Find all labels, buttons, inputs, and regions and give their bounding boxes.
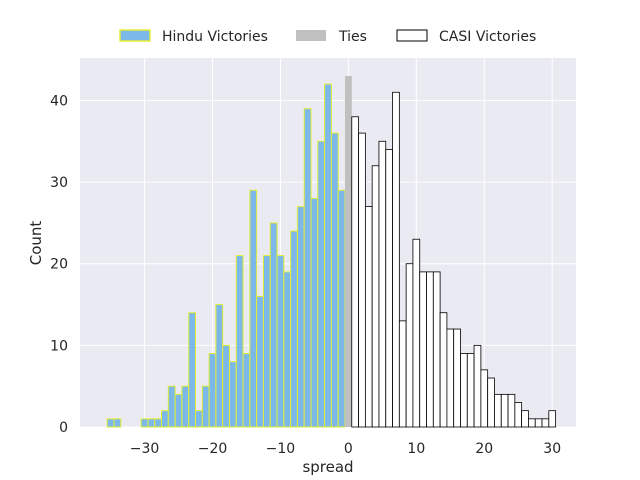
bar-hindu-victories bbox=[330, 132, 339, 428]
x-tick-label: −20 bbox=[198, 441, 228, 457]
bar-casi-victories bbox=[453, 328, 461, 428]
bar-hindu-victories bbox=[167, 385, 176, 428]
bar-hindu-victories bbox=[181, 385, 190, 428]
legend-label-ties: Ties bbox=[338, 29, 367, 45]
y-tick-label: 30 bbox=[50, 175, 68, 191]
bar-casi-victories bbox=[398, 320, 407, 428]
bar-hindu-victories bbox=[140, 418, 149, 428]
bar-hindu-victories bbox=[242, 353, 251, 428]
bars bbox=[106, 75, 557, 428]
bar-casi-victories bbox=[412, 238, 421, 428]
legend-swatch-ties bbox=[296, 30, 326, 41]
bar-hindu-victories bbox=[262, 255, 271, 428]
legend-label-hindu-victories: Hindu Victories bbox=[162, 29, 268, 45]
bar-casi-victories bbox=[351, 116, 359, 428]
bar-casi-victories bbox=[480, 369, 489, 428]
x-tick-label: 10 bbox=[407, 441, 425, 457]
bar-hindu-victories bbox=[174, 393, 183, 428]
legend-item-hindu-victories: Hindu Victories bbox=[119, 29, 268, 45]
legend-item-casi-victories: CASI Victories bbox=[396, 29, 536, 45]
legend-label-casi-victories: CASI Victories bbox=[439, 29, 536, 45]
bar-hindu-victories bbox=[228, 361, 237, 428]
bar-casi-victories bbox=[426, 271, 434, 428]
bar-casi-victories bbox=[378, 140, 387, 428]
y-tick-label: 10 bbox=[50, 338, 68, 354]
bar-hindu-victories bbox=[283, 271, 292, 428]
y-tick-label: 20 bbox=[50, 257, 68, 273]
bar-hindu-victories bbox=[208, 353, 217, 428]
bar-casi-victories bbox=[460, 353, 468, 428]
x-tick-label: −30 bbox=[130, 441, 160, 457]
bar-casi-victories bbox=[439, 312, 448, 428]
y-axis-label: Count bbox=[27, 221, 45, 266]
bar-hindu-victories bbox=[154, 418, 163, 428]
bar-casi-victories bbox=[405, 263, 414, 428]
bar-casi-victories bbox=[432, 271, 441, 428]
bar-casi-victories bbox=[528, 418, 536, 428]
x-tick-label: 20 bbox=[475, 441, 493, 457]
x-tick-label: 30 bbox=[543, 441, 561, 457]
bar-hindu-victories bbox=[215, 304, 224, 428]
bar-ties bbox=[344, 75, 352, 427]
bar-hindu-victories bbox=[337, 189, 346, 428]
bar-hindu-victories bbox=[222, 344, 230, 428]
bar-hindu-victories bbox=[147, 418, 156, 428]
bar-casi-victories bbox=[419, 271, 427, 428]
legend: Hindu Victories Ties CASI Victories bbox=[119, 29, 536, 45]
bar-hindu-victories bbox=[324, 83, 332, 428]
legend-swatch-casi-victories bbox=[396, 29, 428, 42]
bar-casi-victories bbox=[392, 91, 400, 428]
bar-hindu-victories bbox=[303, 108, 312, 428]
y-tick-label: 0 bbox=[59, 420, 68, 436]
y-tick-labels: 0 10 20 30 40 bbox=[50, 93, 68, 436]
bar-casi-victories bbox=[500, 393, 509, 428]
bar-casi-victories bbox=[494, 393, 502, 428]
bar-casi-victories bbox=[466, 353, 475, 428]
bar-hindu-victories bbox=[106, 418, 115, 428]
x-axis-label: spread bbox=[302, 458, 353, 476]
x-tick-labels: −30 −20 −10 0 10 20 30 bbox=[130, 441, 561, 457]
bar-hindu-victories bbox=[161, 410, 169, 428]
bar-hindu-victories bbox=[235, 255, 244, 428]
bar-hindu-victories bbox=[269, 222, 278, 428]
legend-item-ties: Ties bbox=[296, 29, 367, 45]
x-tick-label: −10 bbox=[266, 441, 296, 457]
bar-casi-victories bbox=[364, 206, 373, 428]
bar-casi-victories bbox=[446, 328, 455, 428]
bar-casi-victories bbox=[487, 377, 495, 428]
bar-casi-victories bbox=[548, 410, 557, 428]
bar-hindu-victories bbox=[249, 189, 258, 428]
legend-swatch-hindu-victories bbox=[119, 29, 151, 42]
bar-hindu-victories bbox=[195, 410, 203, 428]
bar-hindu-victories bbox=[201, 385, 210, 428]
bar-hindu-victories bbox=[113, 418, 122, 428]
bar-casi-victories bbox=[534, 418, 543, 428]
bar-hindu-victories bbox=[296, 206, 305, 428]
bar-hindu-victories bbox=[290, 230, 298, 428]
bar-casi-victories bbox=[473, 344, 482, 428]
y-tick-label: 40 bbox=[50, 93, 68, 109]
bar-casi-victories bbox=[507, 393, 516, 428]
bar-hindu-victories bbox=[310, 197, 319, 428]
bar-hindu-victories bbox=[317, 140, 326, 428]
bar-hindu-victories bbox=[276, 255, 285, 428]
bar-casi-victories bbox=[514, 402, 523, 428]
bar-casi-victories bbox=[385, 149, 393, 428]
bar-casi-victories bbox=[541, 418, 550, 428]
bar-hindu-victories bbox=[188, 312, 197, 428]
bar-casi-victories bbox=[521, 410, 529, 428]
x-tick-label: 0 bbox=[344, 441, 353, 457]
bar-hindu-victories bbox=[256, 295, 264, 428]
bar-casi-victories bbox=[358, 132, 366, 428]
bar-casi-victories bbox=[371, 165, 380, 428]
